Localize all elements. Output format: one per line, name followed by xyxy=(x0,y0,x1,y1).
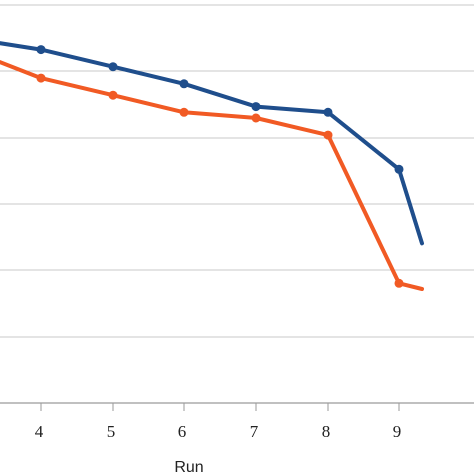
x-tick-label: 7 xyxy=(250,422,259,441)
data-point xyxy=(108,90,118,100)
data-point xyxy=(394,278,404,288)
data-point xyxy=(179,107,189,117)
x-tick-label: 4 xyxy=(35,422,44,441)
data-point xyxy=(323,130,333,140)
data-point xyxy=(394,164,404,174)
data-point xyxy=(108,62,118,72)
x-tick-label: 5 xyxy=(107,422,116,441)
series-1 xyxy=(0,41,424,246)
x-tick-label: 6 xyxy=(178,422,187,441)
data-point xyxy=(251,102,261,112)
series-line xyxy=(0,59,424,291)
x-tick-label: 8 xyxy=(322,422,331,441)
x-axis-ticks xyxy=(40,403,400,411)
data-point xyxy=(36,45,46,55)
data-point xyxy=(36,73,46,83)
x-tick-label: 9 xyxy=(393,422,402,441)
series-line xyxy=(0,41,424,246)
series-2 xyxy=(0,59,424,291)
grid-lines xyxy=(0,4,474,404)
x-axis-title: Run xyxy=(174,459,203,474)
data-point xyxy=(251,113,261,123)
data-point xyxy=(179,79,189,89)
x-axis-tick-labels: 3456789 xyxy=(35,422,402,441)
series-lines xyxy=(0,41,424,291)
data-point xyxy=(323,107,333,117)
